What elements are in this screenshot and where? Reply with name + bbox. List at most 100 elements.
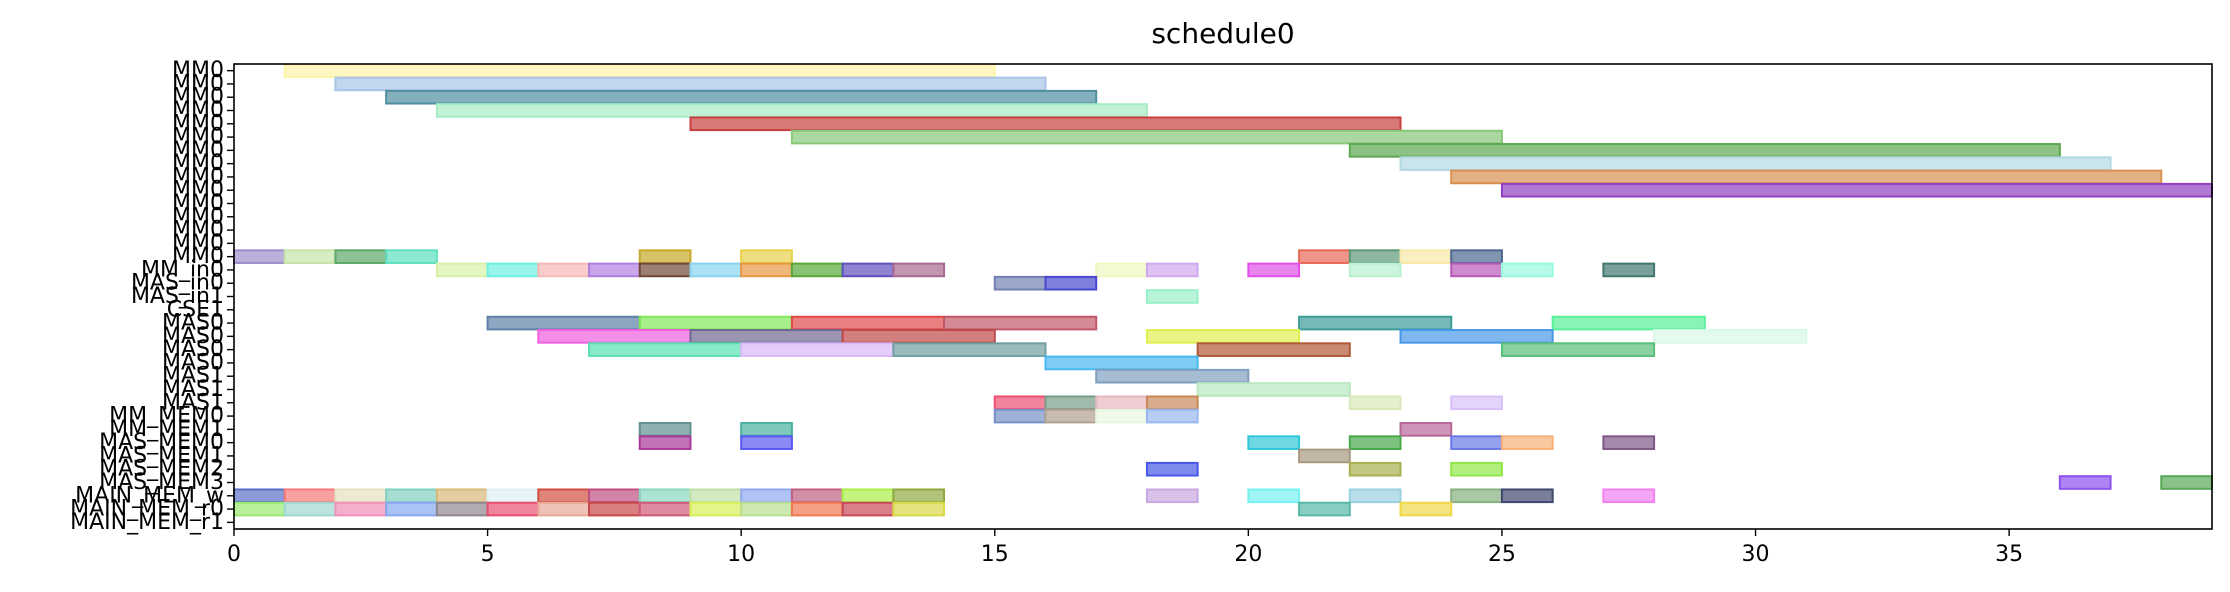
task-bar-r32-8 (638, 488, 692, 504)
x-axis: 0 5 10 15 20 25 30 35 (227, 529, 2023, 567)
task-bar-r28-6 (1602, 435, 1656, 450)
task-bar-r20-5 (1653, 329, 1808, 344)
task-bar-r16-0 (993, 275, 1047, 291)
task-bar-r15-6 (740, 262, 793, 278)
task-bar-r14-5 (740, 249, 793, 264)
y-tick-label: MM0 (172, 58, 224, 83)
task-bar-r33-9 (689, 501, 743, 517)
task-bar-r19-5 (1551, 315, 1706, 331)
x-tick-label: 5 (481, 542, 495, 567)
task-bar-r32-9 (689, 488, 743, 504)
task-bar-r6-0 (1348, 143, 2061, 158)
task-bar-r29-0 (1298, 448, 1351, 464)
y-tick-label: MAS0 (162, 350, 224, 375)
task-bar-r15-0 (435, 262, 489, 278)
task-bar-r32-17 (1450, 488, 1503, 504)
task-bar-r28-2 (1247, 435, 1301, 450)
y-tick-label: MAS_MEM2 (99, 457, 224, 482)
task-bar-r27-0 (638, 422, 692, 437)
y-tick-label: MAS1 (162, 377, 224, 402)
task-bar-r15-14 (1450, 262, 1503, 278)
task-bar-r15-13 (1348, 262, 1402, 278)
y-tick-label: MM_in0 (141, 257, 224, 282)
task-bar-r20-0 (537, 329, 692, 344)
task-bar-r25-0 (993, 395, 1047, 411)
task-bar-r15-1 (486, 262, 540, 278)
y-tick-label: MM0 (172, 125, 224, 150)
y-tick-label: MAS_in1 (131, 284, 224, 309)
task-bar-r21-3 (1196, 342, 1351, 357)
task-bar-r20-1 (689, 329, 844, 344)
y-tick-label: MAS_MEM1 (99, 443, 224, 468)
y-tick-label: MAIN_MEM_r1 (70, 510, 224, 535)
task-bar-r15-3 (588, 262, 641, 278)
y-tick-label: MM0 (172, 111, 224, 136)
task-bar-r32-14 (1145, 488, 1199, 504)
task-bar-r17-0 (1145, 289, 1199, 304)
task-bar-r15-15 (1500, 262, 1554, 278)
y-tick-label: MM0 (172, 218, 224, 243)
task-bar-r26-3 (1145, 408, 1199, 424)
task-bar-r16-1 (1044, 275, 1098, 291)
task-bar-r32-15 (1247, 488, 1301, 504)
task-bar-r26-0 (993, 408, 1047, 424)
task-bar-r30-2 (1450, 461, 1503, 477)
y-tick-label: MM0 (172, 191, 224, 216)
task-bar-r19-4 (1298, 315, 1453, 331)
task-bar-r15-4 (638, 262, 692, 278)
task-bar-r15-10 (1095, 262, 1148, 278)
task-bar-r7-0 (1399, 156, 2112, 171)
task-bar-r28-1 (740, 435, 793, 450)
task-bar-r32-5 (486, 488, 540, 504)
task-bar-r32-1 (283, 488, 337, 504)
task-bar-r19-1 (638, 315, 793, 331)
x-tick-label: 35 (1995, 542, 2023, 567)
task-bar-r14-8 (1399, 249, 1453, 264)
task-bar-r15-12 (1247, 262, 1301, 278)
task-bar-r15-7 (790, 262, 844, 278)
task-bar-r33-5 (486, 501, 540, 517)
y-tick-label: MAS0 (162, 311, 224, 336)
task-bar-r32-4 (435, 488, 489, 504)
task-bar-r32-6 (537, 488, 591, 504)
task-bar-r33-2 (334, 501, 388, 517)
task-bar-r9-0 (1500, 182, 2213, 198)
task-bar-r20-4 (1399, 329, 1554, 344)
x-tick-label: 15 (981, 542, 1009, 567)
task-bar-r22-0 (1044, 355, 1199, 371)
task-bar-r32-7 (588, 488, 641, 504)
x-tick-label: 10 (727, 542, 755, 567)
x-tick-label: 25 (1488, 542, 1516, 567)
y-tick-label: MM0 (172, 71, 224, 96)
task-bar-r33-10 (740, 501, 793, 517)
y-tick-label: MM_MEM1 (109, 417, 224, 442)
y-tick-label: MM0 (172, 151, 224, 176)
task-bar-r25-2 (1095, 395, 1148, 411)
task-bar-r14-2 (334, 249, 388, 264)
task-bar-r24-0 (1196, 382, 1351, 397)
task-bar-r32-12 (841, 488, 895, 504)
y-tick-label: MAS_MEM0 (99, 430, 224, 455)
task-bar-r14-0 (233, 249, 286, 264)
task-bar-r33-0 (233, 501, 286, 517)
task-bar-r15-11 (1145, 262, 1199, 278)
task-bar-r26-1 (1044, 408, 1098, 424)
task-bar-r14-9 (1450, 249, 1503, 264)
y-tick-label: MAS0 (162, 324, 224, 349)
task-bar-r20-2 (841, 329, 996, 344)
task-bar-r32-2 (334, 488, 388, 504)
y-tick-label: MM0 (172, 204, 224, 229)
x-tick-label: 0 (227, 542, 241, 567)
task-bar-r4-0 (689, 116, 1402, 132)
task-bar-r23-0 (1095, 368, 1250, 384)
task-bar-r14-3 (385, 249, 438, 264)
task-bar-r25-3 (1145, 395, 1199, 411)
y-tick-label: MM0 (172, 138, 224, 163)
task-bar-r19-3 (943, 315, 1098, 331)
task-bar-r14-6 (1298, 249, 1351, 264)
task-bar-r15-2 (537, 262, 591, 278)
task-bar-r32-13 (892, 488, 946, 504)
task-bar-r28-3 (1348, 435, 1402, 450)
y-tick-label: MAIN_MEM_w (75, 483, 224, 508)
